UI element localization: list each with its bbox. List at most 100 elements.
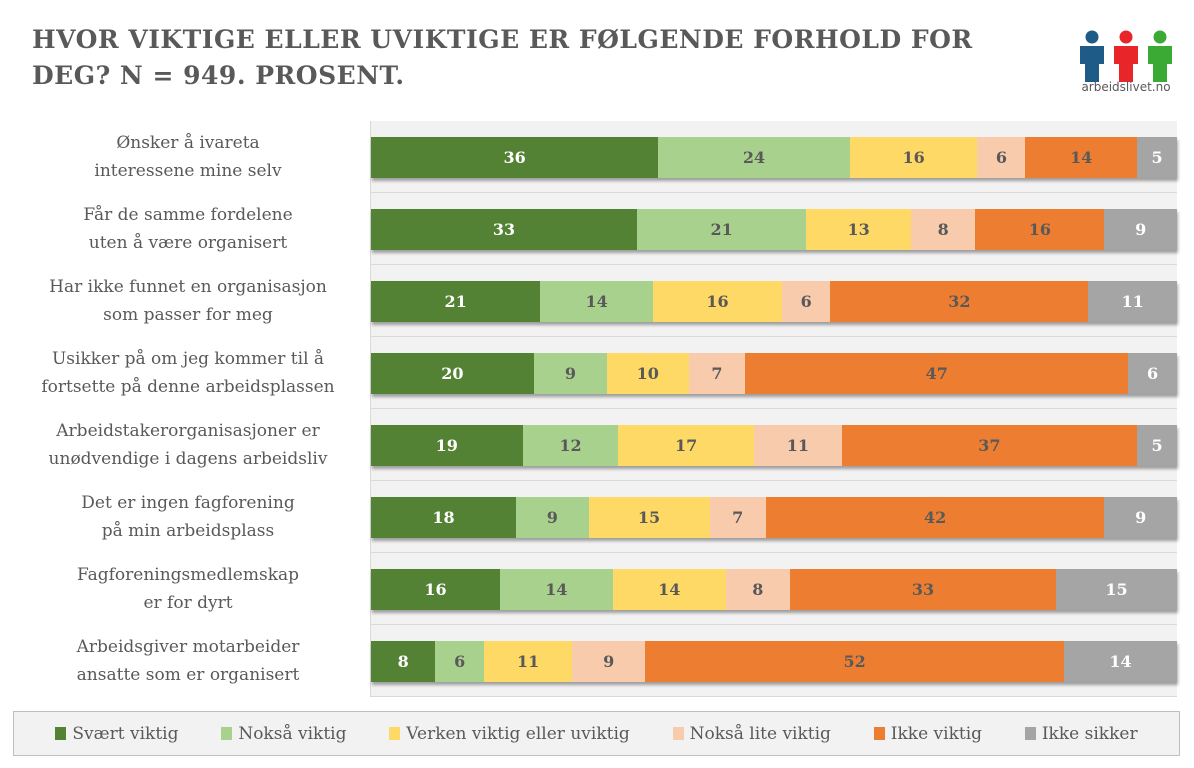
row-separator	[371, 624, 1177, 625]
bar-segment: 14	[612, 569, 726, 610]
bar-segment: 7	[709, 497, 766, 538]
bar-segment: 16	[371, 569, 500, 610]
bar-segment: 8	[725, 569, 791, 610]
bar-segment: 10	[607, 353, 689, 394]
data-label: 5	[1151, 148, 1163, 167]
data-label: 14	[545, 580, 568, 599]
data-label: 18	[432, 508, 455, 527]
bar-segment: 6	[435, 641, 484, 682]
data-label: 9	[546, 508, 558, 527]
legend-swatch-icon	[1024, 727, 1036, 740]
category-label-line: Usikker på om jeg kommer til å	[51, 349, 325, 369]
data-label: 20	[441, 364, 464, 383]
legend-item: Verken viktig eller uviktig	[389, 723, 630, 744]
bar-segment: 9	[516, 497, 589, 538]
data-label: 14	[1109, 652, 1132, 671]
row-separator	[371, 192, 1177, 193]
category-label-line: på min arbeidsplass	[101, 521, 275, 541]
row-separator	[371, 696, 1177, 697]
category-label: Ønsker å ivareta interessene mine selv	[8, 129, 368, 185]
data-label: 14	[1070, 148, 1093, 167]
stacked-bar: 33 21 13 8 16 9	[371, 209, 1177, 250]
data-label: 11	[517, 652, 540, 671]
category-label: Har ikke funnet en organisasjon som passe…	[8, 273, 368, 329]
bar-segment: 33	[371, 209, 637, 250]
bar-segment: 13	[806, 209, 911, 250]
data-label: 16	[902, 148, 925, 167]
bar-segment: 14	[1025, 137, 1138, 178]
legend-item: Nokså lite viktig	[672, 723, 831, 744]
bar-segment: 7	[688, 353, 746, 394]
bar-segment: 33	[790, 569, 1057, 610]
row-separator	[371, 480, 1177, 481]
data-label: 10	[636, 364, 659, 383]
category-label: Usikker på om jeg kommer til å fortsette …	[8, 345, 368, 401]
bar-segment: 14	[499, 569, 613, 610]
data-label: 9	[603, 652, 615, 671]
data-label: 9	[564, 364, 577, 383]
data-label: 7	[732, 508, 744, 527]
bar-segment: 5	[1137, 425, 1177, 466]
data-label: 9	[1135, 508, 1147, 527]
legend-swatch-icon	[873, 727, 885, 740]
bar-segment: 18	[371, 497, 517, 538]
data-label: 37	[978, 436, 1001, 455]
data-label: 11	[786, 436, 810, 455]
data-label: 5	[1151, 436, 1163, 455]
data-label: 16	[424, 580, 447, 599]
logo-figure-body	[1114, 46, 1138, 82]
data-label: 21	[710, 220, 733, 239]
bar-segment: 15	[1056, 569, 1177, 610]
data-label: 21	[444, 292, 467, 311]
chart-title: HVOR VIKTIGE ELLER UVIKTIGE ER FØLGENDE …	[32, 22, 1032, 94]
legend-swatch-icon	[389, 727, 401, 740]
data-label: 17	[675, 436, 698, 455]
bar-segment: 9	[533, 353, 608, 394]
bar-segment: 9	[1104, 209, 1177, 250]
legend-item: Ikke sikker	[1024, 723, 1138, 744]
data-label: 14	[585, 292, 608, 311]
legend-label: Verken viktig eller uviktig	[406, 723, 630, 744]
legend-swatch-icon	[55, 727, 67, 740]
bar-segment: 9	[1104, 497, 1177, 538]
category-label-line: unødvendige i dagens arbeidsliv	[48, 449, 328, 469]
row-separator	[371, 552, 1177, 553]
bar-segment: 5	[1137, 137, 1177, 178]
legend-label: Ikke sikker	[1041, 723, 1138, 744]
legend-swatch-icon	[672, 727, 684, 740]
category-label: Arbeidstakerorganisasjoner er unødvendige…	[8, 417, 368, 473]
bar-segment: 37	[841, 425, 1138, 466]
legend: Svært viktig Nokså viktig Verken viktig el…	[13, 711, 1180, 756]
row-separator	[371, 336, 1177, 337]
category-label-line: fortsette på denne arbeidsplassen	[41, 377, 335, 397]
chart-title-line-1: HVOR VIKTIGE ELLER UVIKTIGE ER FØLGENDE …	[32, 25, 973, 54]
logo-text: arbeidslivet.no	[1081, 80, 1171, 94]
stacked-bar: 19 12 17 11 37 5	[371, 425, 1177, 466]
bar-segment: 6	[782, 281, 831, 322]
bar-segment: 21	[636, 209, 807, 250]
bar-segment: 19	[371, 425, 523, 466]
bar-segment: 32	[830, 281, 1089, 322]
data-label: 36	[503, 148, 526, 167]
data-label: 14	[658, 580, 681, 599]
data-label: 8	[752, 580, 764, 599]
category-label: Fagforeningsmedlemskap er for dyrt	[8, 561, 368, 617]
bar-segment: 6	[1128, 353, 1177, 394]
bar-segment: 14	[540, 281, 654, 322]
category-label: Det er ingen fagforening på min arbeidspl…	[8, 489, 368, 545]
chart-title-line-2: DEG? N = 949. PROSENT.	[32, 61, 405, 90]
legend-item: Svært viktig	[55, 724, 179, 744]
data-label: 9	[1135, 220, 1147, 239]
bar-segment: 14	[1064, 641, 1177, 682]
legend-swatch-icon	[221, 727, 233, 740]
bar-segment: 8	[371, 641, 436, 682]
bar-segment: 12	[522, 425, 619, 466]
logo-figure-head	[1085, 30, 1099, 44]
bar-segment: 6	[977, 137, 1026, 178]
category-label-line: Får de samme fordelene	[83, 205, 293, 225]
plot-area: 36 24 16 6 14 5 33 21 13 8 16 9 21 14 16 6 32 11 20 9 10 7 47 6…	[370, 121, 1177, 697]
data-label: 32	[948, 292, 971, 311]
data-label: 6	[995, 148, 1007, 167]
legend-label: Nokså lite viktig	[689, 723, 831, 744]
bar-segment: 16	[975, 209, 1105, 250]
